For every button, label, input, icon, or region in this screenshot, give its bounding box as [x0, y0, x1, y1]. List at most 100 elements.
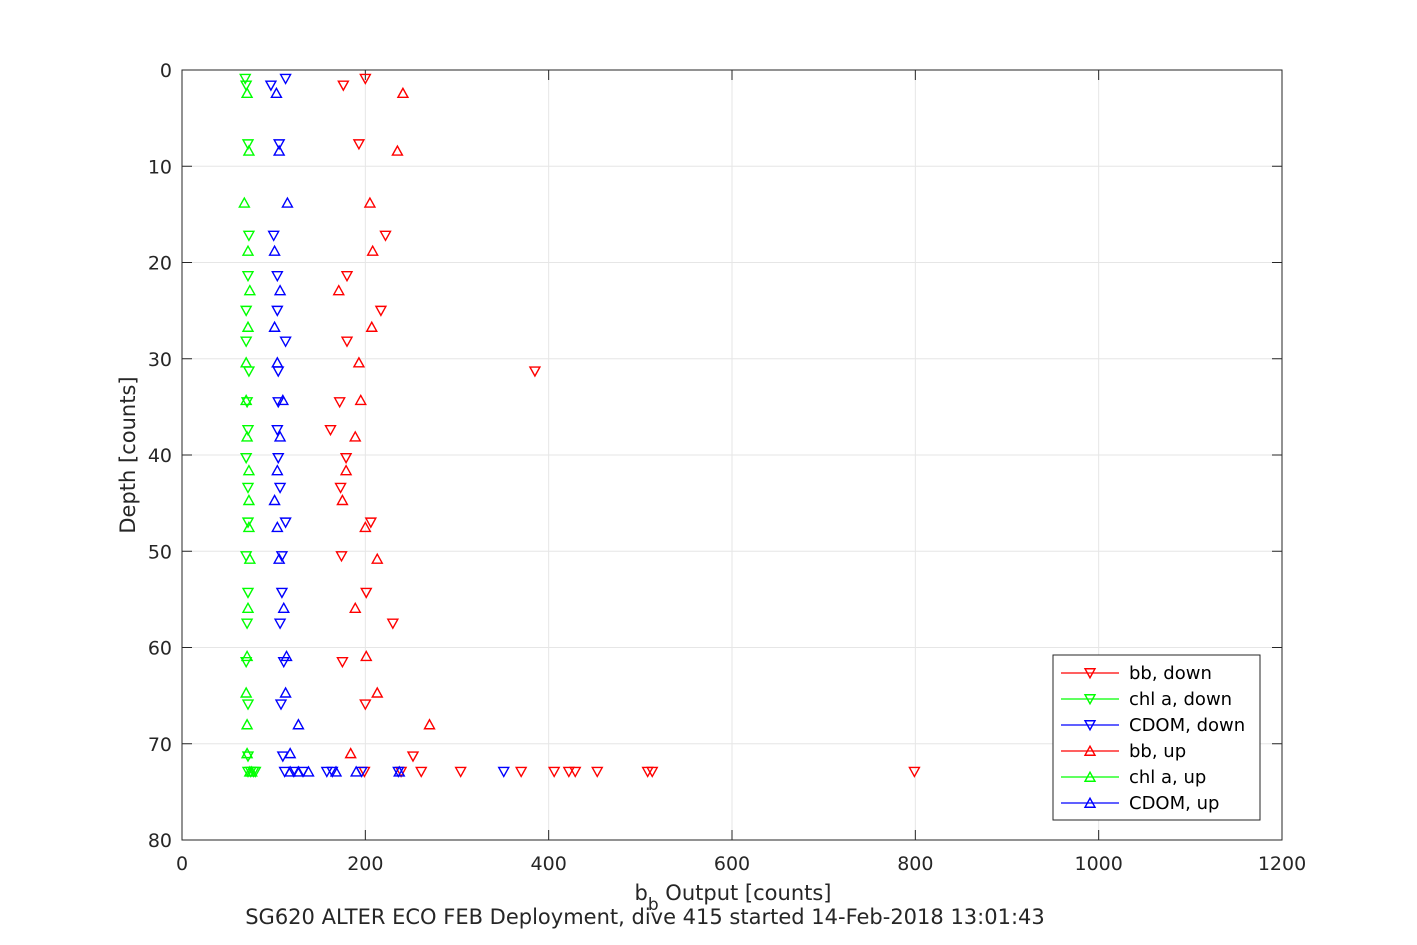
- point-chl-a-up: [239, 356, 253, 368]
- point-cdom-down: [497, 766, 510, 778]
- y-axis-label: Depth [counts]: [116, 376, 140, 533]
- point-chl-a-up: [239, 686, 253, 698]
- point-bb-down: [333, 397, 346, 409]
- data-points: [238, 73, 921, 778]
- y-tick-label: 30: [148, 349, 172, 371]
- point-bb-down: [514, 766, 528, 778]
- point-bb-up: [359, 520, 372, 533]
- point-chl-a-down: [241, 425, 255, 437]
- point-chl-a-up: [242, 144, 256, 156]
- point-bb-down: [334, 482, 347, 494]
- point-bb-down: [359, 699, 372, 711]
- legend-marker-cdom-down: [1083, 720, 1097, 732]
- point-bb-down: [337, 80, 350, 92]
- y-tick-label: 50: [148, 541, 172, 563]
- x-axis-label-subscript: b: [648, 895, 659, 915]
- point-cdom-up: [270, 86, 283, 99]
- point-cdom-up: [349, 765, 363, 777]
- point-chl-a-down: [241, 699, 255, 711]
- point-cdom-up: [283, 747, 297, 759]
- point-chl-a-up: [242, 520, 256, 533]
- legend-marker-bb-down: [1083, 668, 1097, 680]
- point-bb-down: [335, 551, 348, 563]
- point-bb-up: [423, 718, 436, 730]
- point-bb-down: [360, 587, 373, 599]
- point-bb-down: [528, 366, 542, 378]
- point-bb-up: [365, 320, 378, 332]
- point-bb-up: [371, 686, 384, 698]
- point-bb-up: [366, 244, 379, 256]
- point-bb-down: [386, 618, 400, 630]
- point-chl-a-down: [241, 587, 255, 599]
- point-chl-a-up: [241, 244, 255, 256]
- point-bb-down: [352, 139, 366, 151]
- point-cdom-down: [279, 73, 292, 85]
- point-bb-down: [646, 766, 659, 778]
- point-cdom-up: [272, 552, 286, 564]
- y-tick-label: 70: [148, 734, 172, 756]
- legend-label-bb-up: bb, up: [1129, 741, 1186, 762]
- legend-label-cdom-down: CDOM, down: [1129, 715, 1245, 736]
- point-chl-a-up: [240, 649, 254, 662]
- point-chl-a-up: [241, 601, 255, 613]
- point-bb-down: [406, 751, 420, 763]
- point-bb-up: [396, 86, 410, 99]
- point-bb-down: [374, 305, 388, 317]
- legend-label-chl-a-down: chl a, down: [1129, 689, 1232, 710]
- y-tick-label: 10: [148, 156, 172, 178]
- x-tick-label: 200: [347, 853, 383, 875]
- point-chl-a-down: [239, 452, 253, 465]
- point-bb-down: [336, 656, 349, 669]
- legend-marker-bb-up: [1083, 744, 1097, 756]
- point-bb-down: [454, 766, 467, 778]
- point-bb-down: [591, 766, 604, 778]
- point-bb-up: [360, 649, 373, 662]
- x-axis-label-main: b: [634, 881, 647, 905]
- point-bb-up: [332, 284, 345, 296]
- point-chl-a-up: [241, 320, 255, 332]
- x-axis-label: bb Output [counts]: [634, 881, 831, 915]
- x-tick-label: 0: [176, 853, 188, 875]
- point-chl-a-down: [239, 80, 253, 92]
- legend-box: [1052, 654, 1261, 821]
- point-cdom-down: [272, 397, 285, 409]
- point-cdom-down: [271, 425, 284, 437]
- x-tick-label: 800: [897, 853, 933, 875]
- point-cdom-down: [272, 139, 286, 151]
- point-cdom-down: [274, 699, 288, 711]
- point-bb-up: [349, 601, 362, 613]
- point-cdom-up: [273, 284, 287, 296]
- point-cdom-up: [268, 494, 281, 506]
- point-bb-up: [336, 494, 349, 506]
- point-chl-a-up: [240, 86, 254, 99]
- point-cdom-down: [273, 482, 287, 494]
- point-cdom-down: [264, 80, 278, 92]
- point-chl-a-up: [242, 494, 256, 506]
- x-tick-label: 600: [714, 853, 750, 875]
- point-chl-a-down: [239, 336, 253, 348]
- legend-label-cdom-up: CDOM, up: [1129, 793, 1219, 814]
- point-cdom-up: [292, 765, 305, 777]
- point-chl-a-down: [241, 482, 255, 494]
- point-cdom-down: [279, 517, 292, 529]
- point-bb-up: [352, 356, 366, 368]
- point-bb-down: [364, 517, 378, 529]
- point-bb-down: [569, 766, 582, 778]
- y-tick-label: 20: [148, 253, 172, 275]
- point-cdom-up: [271, 356, 284, 368]
- point-chl-a-up: [242, 464, 256, 476]
- point-bb-down: [908, 766, 921, 778]
- point-chl-a-down: [241, 517, 255, 529]
- point-bb-down: [359, 73, 372, 85]
- point-bb-down: [547, 766, 561, 778]
- point-cdom-up: [292, 718, 305, 730]
- point-bb-up: [339, 464, 353, 476]
- point-cdom-down: [279, 336, 292, 348]
- point-chl-a-down: [239, 73, 252, 85]
- point-cdom-down: [273, 618, 287, 630]
- point-bb-up: [371, 552, 384, 564]
- point-cdom-down: [271, 271, 284, 283]
- point-chl-a-down: [241, 751, 255, 763]
- point-cdom-down: [272, 452, 285, 465]
- x-tick-label: 1000: [1074, 853, 1122, 875]
